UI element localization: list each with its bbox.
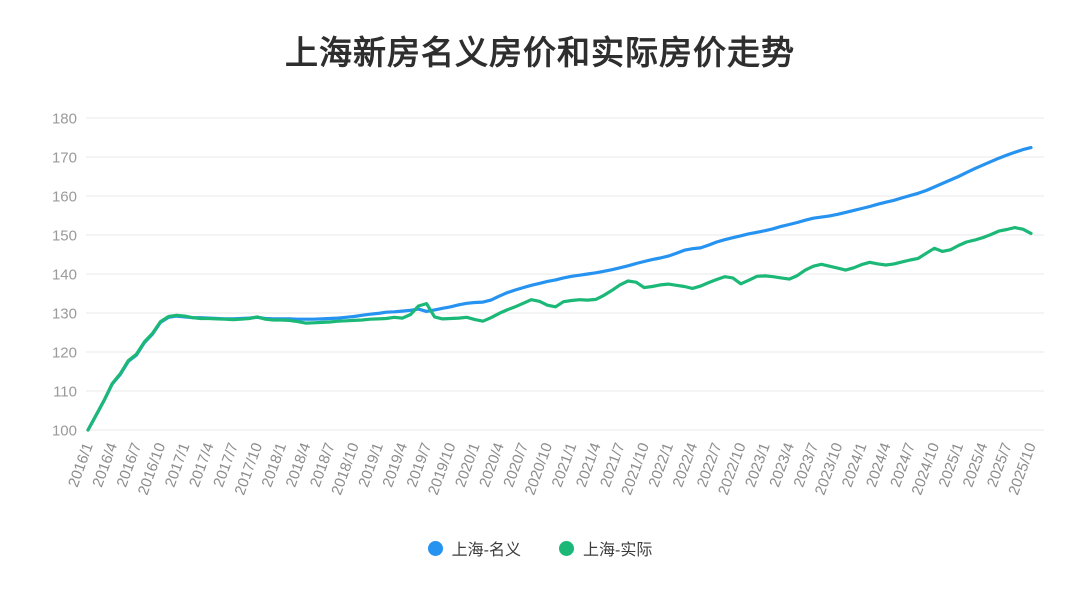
legend-item-nominal[interactable]: 上海-名义 [427,536,521,560]
y-axis-label: 150 [52,228,77,245]
y-axis-label: 120 [52,345,77,362]
y-axis-label: 170 [52,150,77,167]
chart-title: 上海新房名义房价和实际房价走势 [285,34,795,71]
legend-label-real: 上海-实际 [583,542,653,559]
y-axis-label: 140 [52,267,77,284]
legend-dot-real-icon [559,540,574,556]
legend: 上海-名义 上海-实际 [0,536,1080,560]
series-line-real [86,226,1033,432]
y-axis-label: 180 [52,111,77,128]
y-axis-label: 110 [53,384,77,401]
legend-item-real[interactable]: 上海-实际 [559,536,652,560]
line-chart: 1001101201301401501601701802016/12016/42… [52,111,1044,497]
y-axis-label: 100 [52,423,77,440]
legend-dot-nominal-icon [427,540,443,556]
y-axis-label: 160 [52,189,77,206]
y-axis-label: 130 [52,306,77,323]
legend-label-nominal: 上海-名义 [451,542,521,559]
series-line-nominal [86,146,1033,432]
